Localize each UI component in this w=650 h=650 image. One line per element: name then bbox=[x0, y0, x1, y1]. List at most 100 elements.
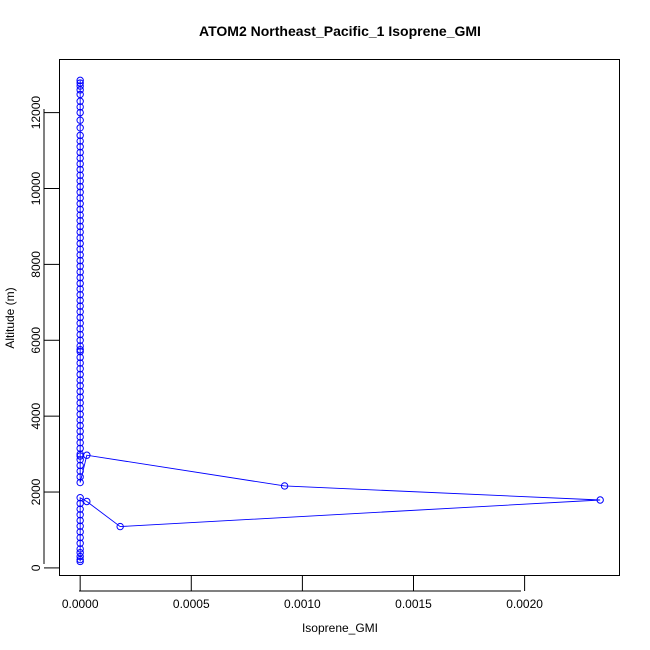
data-point bbox=[76, 137, 84, 145]
data-point bbox=[76, 427, 84, 436]
data-point bbox=[76, 359, 84, 367]
data-point bbox=[76, 528, 84, 536]
x-tick-label: 0.0005 bbox=[173, 597, 210, 611]
data-point bbox=[76, 353, 84, 362]
x-axis-ticks: 0.0000 0.0005 0.0010 0.0015 0.0020 bbox=[62, 576, 543, 611]
data-point bbox=[76, 116, 84, 124]
data-point bbox=[76, 268, 84, 276]
x-tick-label: 0.0010 bbox=[284, 597, 321, 611]
data-point bbox=[76, 171, 84, 179]
data-point bbox=[76, 336, 84, 344]
data-point bbox=[76, 82, 84, 90]
data-point bbox=[76, 205, 84, 214]
data-point bbox=[76, 148, 84, 157]
data-point bbox=[596, 496, 604, 504]
data-point bbox=[76, 182, 84, 191]
data-point bbox=[76, 108, 84, 117]
data-point bbox=[76, 346, 84, 354]
data-point bbox=[76, 557, 84, 566]
data-point bbox=[76, 516, 84, 525]
data-point bbox=[76, 251, 84, 259]
series-line bbox=[79, 80, 601, 562]
y-tick-label: 12000 bbox=[29, 96, 43, 130]
data-point bbox=[76, 511, 84, 519]
data-point bbox=[76, 522, 84, 530]
data-point bbox=[76, 245, 84, 253]
data-point bbox=[76, 296, 84, 305]
y-tick-label: 6000 bbox=[29, 327, 43, 354]
data-point bbox=[76, 154, 84, 162]
data-point bbox=[76, 370, 84, 379]
data-point bbox=[76, 256, 84, 265]
data-point bbox=[76, 539, 84, 547]
data-point bbox=[76, 473, 84, 481]
data-point bbox=[76, 382, 84, 390]
data-point bbox=[76, 456, 84, 464]
data-point bbox=[76, 291, 84, 299]
data-point bbox=[76, 376, 84, 384]
data-point bbox=[76, 273, 84, 282]
data-point bbox=[76, 239, 84, 248]
y-axis-ticks: 0 2000 4000 6000 8000 10000 12000 bbox=[29, 96, 59, 571]
data-point bbox=[76, 188, 84, 196]
data-point bbox=[76, 234, 84, 242]
plot-frame bbox=[59, 59, 620, 576]
x-tick-label: 0.0020 bbox=[506, 597, 543, 611]
series-layer bbox=[76, 76, 604, 566]
y-tick-label: 8000 bbox=[29, 251, 43, 278]
chart-title: ATOM2 Northeast_Pacific_1 Isoprene_GMI bbox=[199, 23, 481, 39]
data-point bbox=[76, 76, 84, 85]
data-point bbox=[83, 451, 91, 459]
data-point bbox=[76, 433, 84, 441]
data-point bbox=[76, 143, 84, 151]
data-point bbox=[76, 478, 84, 487]
data-point bbox=[76, 222, 84, 231]
data-point bbox=[76, 399, 84, 407]
y-axis-label: Altitude (m) bbox=[3, 287, 17, 348]
data-point bbox=[76, 217, 84, 225]
data-point bbox=[76, 545, 84, 553]
data-point bbox=[76, 410, 84, 418]
data-point bbox=[76, 165, 84, 174]
data-point bbox=[76, 194, 84, 202]
data-point bbox=[76, 387, 84, 396]
data-point bbox=[76, 342, 84, 350]
data-point bbox=[76, 325, 84, 333]
data-point bbox=[76, 228, 84, 236]
data-point bbox=[76, 505, 84, 513]
data-point bbox=[76, 177, 84, 185]
data-point bbox=[76, 131, 84, 140]
data-point bbox=[76, 555, 84, 564]
data-point bbox=[76, 533, 84, 542]
y-tick-label: 4000 bbox=[29, 402, 43, 429]
data-point bbox=[76, 308, 84, 316]
data-point bbox=[76, 347, 84, 356]
data-point bbox=[76, 86, 84, 94]
data-point bbox=[76, 499, 84, 508]
data-point bbox=[76, 279, 84, 288]
y-tick-label: 2000 bbox=[29, 478, 43, 505]
data-point bbox=[76, 313, 84, 322]
x-tick-label: 0.0015 bbox=[395, 597, 432, 611]
data-point bbox=[76, 302, 84, 310]
y-tick-label: 0 bbox=[29, 564, 43, 571]
data-point bbox=[76, 199, 84, 208]
data-point bbox=[76, 439, 84, 447]
data-point bbox=[76, 124, 84, 132]
data-point bbox=[76, 97, 84, 105]
data-point bbox=[76, 393, 84, 401]
data-point bbox=[83, 497, 91, 506]
data-point bbox=[76, 467, 84, 475]
data-point bbox=[116, 522, 124, 531]
data-point bbox=[76, 285, 84, 293]
data-point bbox=[76, 103, 84, 111]
data-point bbox=[76, 330, 84, 339]
data-point bbox=[76, 319, 84, 327]
x-tick-label: 0.0000 bbox=[62, 597, 99, 611]
data-point bbox=[76, 494, 84, 502]
data-point bbox=[76, 444, 84, 453]
data-point bbox=[76, 461, 84, 470]
data-point bbox=[280, 482, 289, 490]
data-point bbox=[76, 416, 84, 424]
